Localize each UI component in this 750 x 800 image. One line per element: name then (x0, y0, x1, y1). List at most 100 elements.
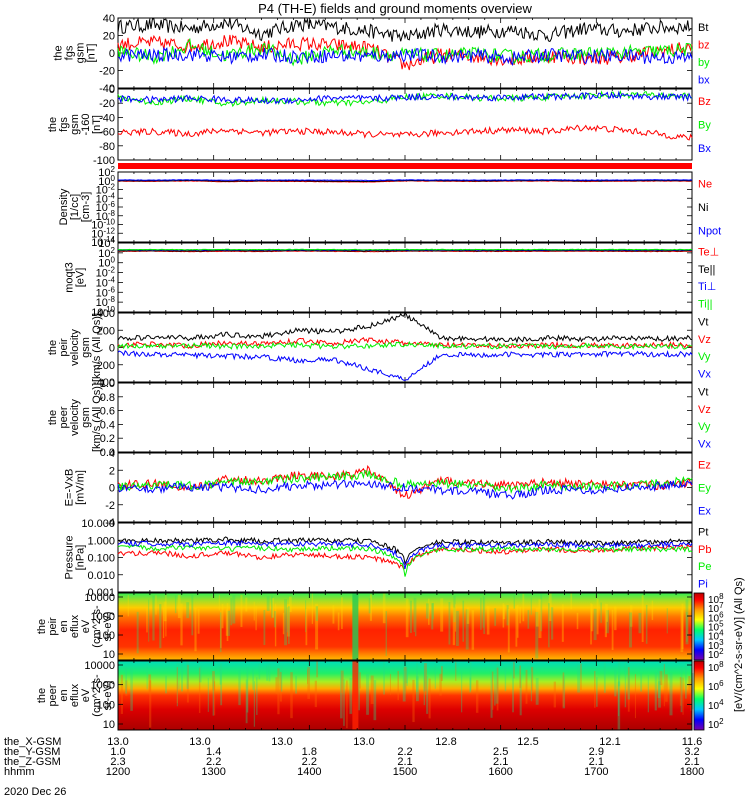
spectrogram-streak (149, 680, 152, 728)
spectrogram-streak (277, 668, 280, 715)
y-tick-exponent: 2 (111, 246, 116, 255)
spectrogram-streak (178, 663, 180, 690)
spectrogram-streak (490, 672, 493, 718)
spectrogram-streak (359, 672, 361, 689)
y-axis-label: the (36, 619, 48, 634)
spectrogram-streak (307, 669, 309, 684)
y-tick-exponent: 0 (111, 256, 116, 265)
colorbar-tick-base: 10 (708, 604, 720, 615)
legend-entry: Vz (698, 404, 711, 416)
spectrogram-streak (634, 674, 637, 719)
spectrogram-streak (152, 595, 155, 641)
spectrogram-streak (522, 593, 525, 622)
spectrogram-streak (645, 604, 648, 644)
y-tick-base: 10 (91, 228, 103, 240)
x-row-value: 12.5 (517, 736, 538, 748)
y-tick-base: 10 (98, 176, 110, 188)
spectrogram-streak (212, 676, 215, 716)
legend-entry: Ey (698, 483, 711, 495)
spectrogram-streak (212, 671, 215, 691)
x-row-label: the_Z-GSM (4, 756, 61, 768)
y-tick-label: 0 (109, 48, 115, 60)
x-row-value: 2.5 (493, 746, 508, 758)
series-Vy (117, 341, 693, 351)
y-tick-label: -2 (105, 500, 115, 512)
colorbar-tick-label: 106 (708, 679, 724, 693)
panel-3: 10210010-210-410-610-810-1010-1210-14Den… (58, 165, 721, 249)
y-tick-exponent: -10 (103, 218, 115, 227)
spectrogram-streak (340, 673, 343, 719)
series-Pe (117, 543, 693, 577)
y-tick-label: 10.000 (81, 518, 115, 530)
spectrogram-streak (618, 675, 620, 717)
spectrogram-streak (596, 598, 599, 635)
panel-8: 10.000 1.000 0.100 0.010 0.001 Pressure [nPa] P… (64, 518, 712, 599)
spectrogram-streak (504, 667, 507, 692)
y-axis-label: eflux (69, 614, 81, 638)
spectrogram-streak (405, 667, 408, 684)
y-tick-label: -80 (99, 141, 115, 153)
panel-5: 400 200 0 -200 -400 the peir velocity gsm [km/s (… (47, 308, 711, 389)
colorbar-tick-exponent: 4 (719, 629, 724, 638)
spectrogram-streak (669, 672, 673, 716)
spectrogram-streak (286, 607, 288, 633)
red-strip (118, 163, 692, 169)
y-tick-label: -4 (105, 517, 115, 529)
spectrogram-streak (453, 595, 456, 623)
y-tick-label: -40 (99, 83, 115, 95)
spectrogram-streak (148, 599, 150, 642)
y-axis-label: [eV] (75, 268, 87, 288)
colorbar-tick-base: 10 (708, 595, 720, 606)
spectrogram-streak (125, 680, 128, 696)
y-tick-exponent: 2 (111, 165, 116, 174)
spectrogram-streak (603, 662, 606, 693)
spectrogram-streak (461, 671, 463, 713)
colorbar-tick-label: 106 (708, 610, 724, 624)
y-tick-base: 10 (96, 185, 108, 197)
y-tick-label: 1000 (91, 680, 115, 692)
colorbar-tick-base: 10 (708, 701, 720, 712)
legend-entry: Ne (698, 179, 712, 191)
colorbar-tick-base: 10 (708, 720, 720, 731)
y-axis-label: sr-eV) (102, 681, 114, 711)
spectrogram-streak (213, 681, 216, 716)
spectrogram-streak (275, 677, 278, 694)
series-bx (117, 46, 693, 67)
x-row-value: 2.1 (397, 756, 412, 768)
y-axis-label: peir (58, 338, 70, 357)
colorbar-tick-base: 10 (708, 613, 720, 624)
panel-frame (117, 522, 693, 593)
spectrogram-streak (207, 678, 209, 712)
y-tick-label: 10000 (84, 592, 115, 604)
legend-entry: Npot (698, 225, 721, 237)
y-tick-exponent: -6 (108, 200, 116, 209)
spectrogram-streak (146, 608, 148, 633)
spectrogram-streak (428, 598, 430, 625)
y-tick-label: 10000 (84, 660, 115, 672)
spectrogram-streak (197, 609, 200, 634)
series-Vt (117, 312, 693, 344)
spectrogram-streak (238, 670, 241, 706)
y-tick-label: 10-10 (91, 305, 115, 319)
spectrogram-streak (680, 666, 683, 713)
y-axis-label: eflux (69, 683, 81, 707)
y-tick-label: 400 (97, 308, 115, 320)
spectrogram-streak (507, 608, 510, 653)
spectrogram-streak (349, 677, 353, 714)
spectrogram-streak (130, 668, 133, 711)
y-tick-exponent: 0 (111, 174, 116, 183)
spectrogram-streak (665, 674, 668, 702)
spectrogram-streak (590, 603, 592, 645)
spectrogram-streak (658, 681, 661, 708)
y-axis-label: the (47, 340, 59, 355)
x-row-value: 12.1 (599, 736, 620, 748)
spectrogram-streak (629, 605, 633, 627)
colorbar-tick-base: 10 (708, 632, 720, 643)
y-axis-label: sr-eV) (102, 612, 114, 642)
spectrogram-streak (163, 601, 167, 622)
legend-entry: Vz (698, 334, 711, 346)
legend-entry: Vy (698, 351, 711, 363)
spectrogram-streak (471, 610, 475, 650)
spectrogram-streak (519, 606, 521, 624)
series-Npot (117, 179, 693, 182)
